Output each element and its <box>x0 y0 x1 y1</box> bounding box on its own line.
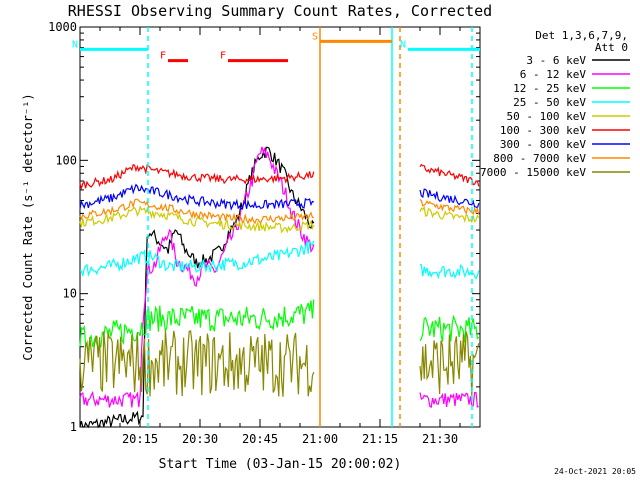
x-axis-label: Start Time (03-Jan-15 20:00:02) <box>159 457 402 472</box>
flag-label: F <box>160 51 166 62</box>
footer-date: 24-Oct-2021 20:05 <box>554 467 636 476</box>
legend-entry-label: 3 - 6 keV <box>526 54 586 67</box>
x-tick-label: 20:15 <box>122 432 158 446</box>
series-line <box>419 331 480 396</box>
series-line <box>79 330 315 397</box>
x-tick-label: 20:30 <box>182 432 218 446</box>
series-line <box>419 314 480 343</box>
series-line <box>419 199 480 216</box>
flag-label: N <box>72 39 78 50</box>
series-line <box>419 188 480 209</box>
flag-label: F <box>220 51 226 62</box>
series-line <box>79 163 315 191</box>
x-tick-label: 21:00 <box>302 432 338 446</box>
series-line <box>419 205 480 224</box>
legend-entry-label: 7000 - 15000 keV <box>480 166 586 179</box>
legend-subtitle: Att 0 <box>595 41 628 54</box>
legend-entry-label: 50 - 100 keV <box>507 110 587 123</box>
series-line <box>419 391 479 409</box>
legend-entry-label: 12 - 25 keV <box>513 82 586 95</box>
legend-entry-label: 25 - 50 keV <box>513 96 586 109</box>
series-line <box>79 146 315 429</box>
legend-entry-label: 300 - 800 keV <box>500 138 586 151</box>
flag-label: N <box>400 39 406 50</box>
legend-title: Det 1,3,6,7,9, <box>535 29 628 42</box>
series-line <box>80 240 315 277</box>
legend-entry-label: 800 - 7000 keV <box>493 152 586 165</box>
series-line <box>79 198 314 225</box>
y-tick-label: 1000 <box>48 20 77 34</box>
y-axis-label: Corrected Count Rate (s⁻¹ detector⁻¹) <box>21 93 35 360</box>
x-tick-label: 21:30 <box>422 432 458 446</box>
series-line <box>420 264 480 280</box>
legend-entry-label: 100 - 300 keV <box>500 124 586 137</box>
series-line <box>79 299 315 351</box>
y-tick-label: 100 <box>55 153 77 167</box>
series-line <box>79 183 315 211</box>
series-line <box>79 205 315 234</box>
x-tick-label: 21:15 <box>362 432 398 446</box>
flag-label: S <box>312 31 318 42</box>
legend-entry-label: 6 - 12 keV <box>520 68 587 81</box>
series-line <box>419 163 480 187</box>
y-tick-label: 10 <box>63 287 77 301</box>
y-tick-label: 1 <box>70 420 77 434</box>
chart-title: RHESSI Observing Summary Count Rates, Co… <box>68 2 492 20</box>
x-tick-label: 20:45 <box>242 432 278 446</box>
series-line <box>79 146 315 408</box>
